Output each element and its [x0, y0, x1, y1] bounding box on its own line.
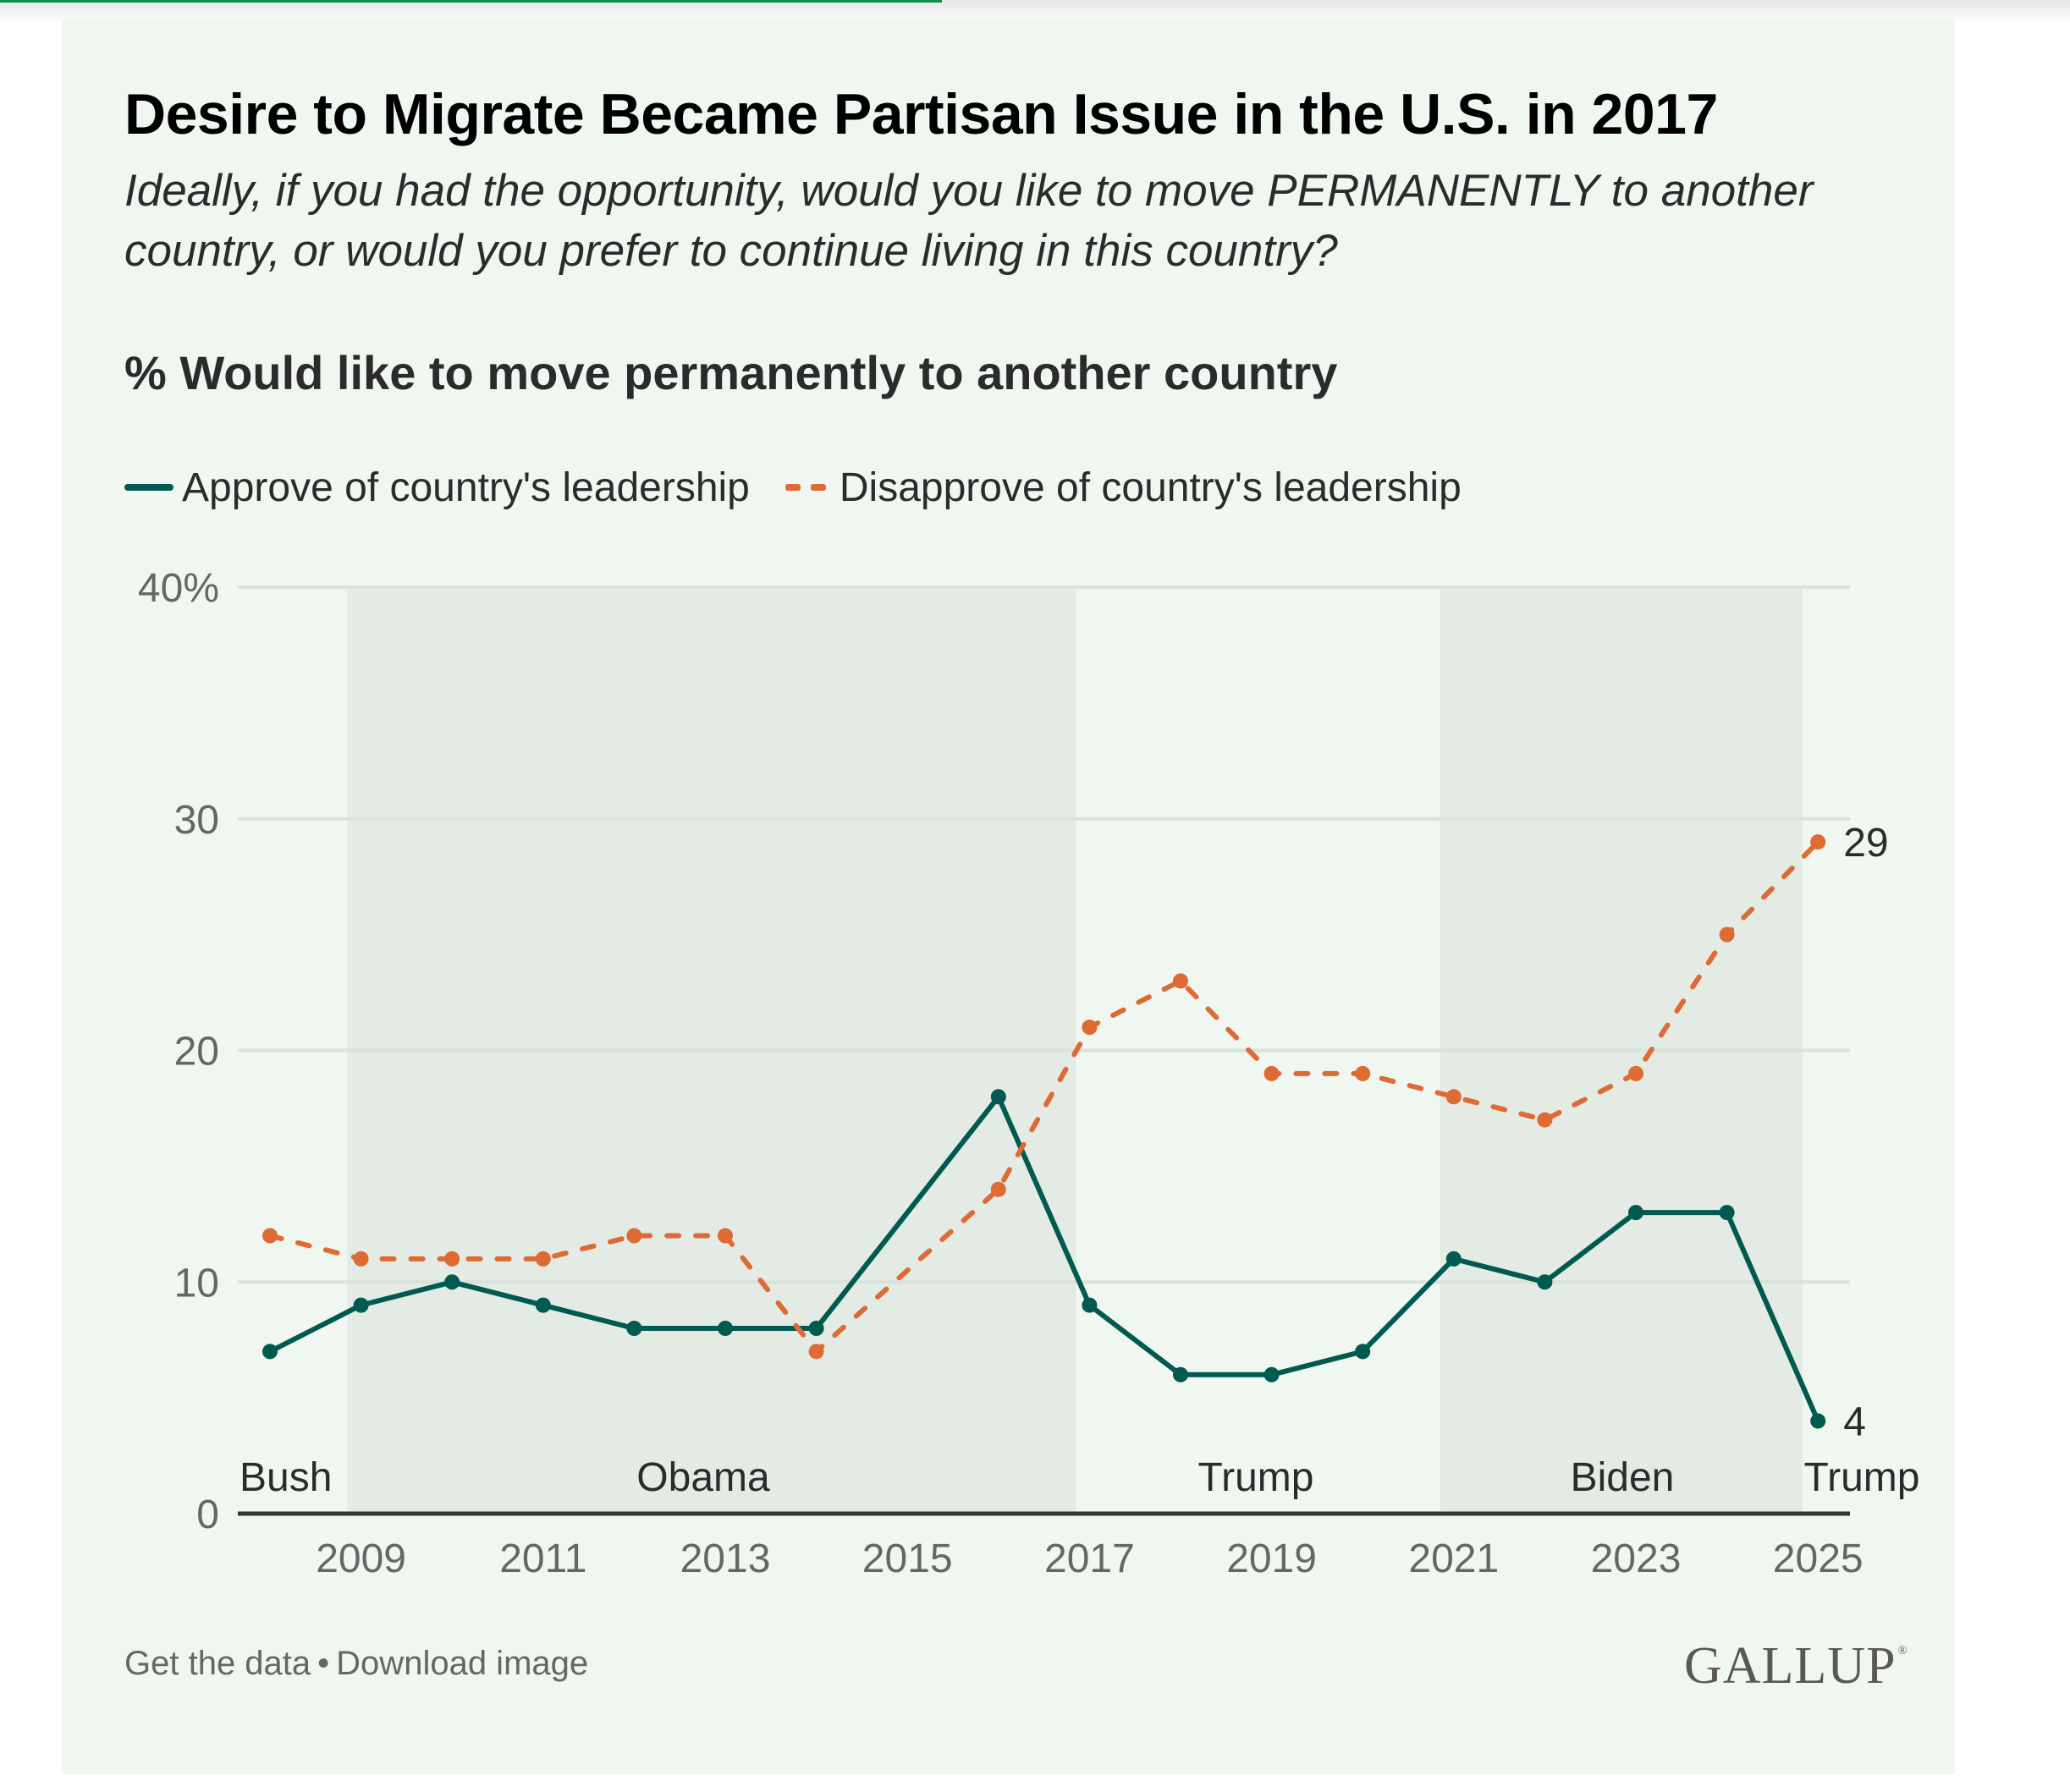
series-lines [262, 834, 1826, 1429]
data-point-approve [1537, 1274, 1553, 1290]
x-tick-label: 2011 [499, 1536, 586, 1581]
end-value-label-disapprove: 29 [1843, 821, 1888, 866]
end-value-label-approve: 4 [1843, 1400, 1866, 1445]
top-bar [0, 0, 2070, 20]
data-point-disapprove [1719, 926, 1735, 943]
legend-label: Approve of country's leadership [182, 464, 750, 510]
data-point-disapprove [1810, 834, 1826, 850]
data-point-approve [1082, 1297, 1098, 1313]
page-progress-bar [0, 0, 2070, 3]
period-label-trump: Trump [1804, 1455, 1920, 1500]
solid-line-swatch-icon [124, 484, 173, 491]
dashed-line-swatch-icon [782, 484, 831, 491]
period-labels: Bush Obama Trump Biden Trump [239, 1455, 1919, 1500]
x-tick-label: 2009 [316, 1536, 406, 1581]
y-tick-label: 10 [174, 1261, 219, 1306]
data-point-disapprove [1628, 1065, 1643, 1081]
legend-label: Disapprove of country's leadership [839, 464, 1462, 510]
y-tick-label: 40% [138, 566, 219, 611]
download-image-link[interactable]: Download image [336, 1645, 589, 1682]
data-point-disapprove [718, 1228, 733, 1244]
x-tick-label: 2019 [1226, 1536, 1317, 1581]
chart-subtitle: Ideally, if you had the opportunity, wou… [124, 166, 1814, 276]
y-tick-label: 30 [174, 798, 219, 843]
data-point-approve [808, 1321, 824, 1336]
gridlines [238, 585, 1850, 1284]
data-point-approve [626, 1321, 642, 1336]
chart-title: Desire to Migrate Became Partisan Issue … [124, 82, 1718, 146]
data-point-approve [1628, 1205, 1643, 1221]
legend-item-approve: Approve of country's leadership [124, 464, 750, 511]
data-point-approve [262, 1344, 278, 1360]
page-progress-fill [0, 0, 942, 3]
data-point-approve [990, 1089, 1006, 1105]
data-point-disapprove [535, 1251, 551, 1267]
end-labels: 4 29 [1843, 821, 1888, 1444]
data-point-disapprove [1355, 1065, 1371, 1081]
y-tick-label: 20 [174, 1030, 219, 1075]
get-data-link[interactable]: Get the data [124, 1645, 311, 1682]
period-label-trump: Trump [1198, 1455, 1314, 1500]
data-point-approve [353, 1297, 369, 1313]
data-point-approve [535, 1297, 551, 1313]
data-point-disapprove [353, 1251, 369, 1267]
x-tick-label: 2013 [680, 1536, 771, 1581]
data-point-disapprove [1082, 1020, 1098, 1036]
chart-legend: Approve of country's leadership Disappro… [124, 462, 1494, 513]
period-label-obama: Obama [636, 1455, 770, 1500]
gallup-logo: GALLUP ® [1684, 1636, 1908, 1696]
footer-links: Get the data • Download image [124, 1645, 588, 1683]
data-point-disapprove [262, 1228, 278, 1244]
logo-text: GALLUP [1684, 1637, 1897, 1695]
registered-mark-icon: ® [1897, 1645, 1908, 1657]
data-point-disapprove [1263, 1065, 1280, 1081]
data-point-approve [718, 1321, 733, 1336]
data-point-approve [1810, 1413, 1826, 1429]
data-point-disapprove [444, 1251, 460, 1267]
data-point-disapprove [1173, 973, 1188, 989]
chart-measure-heading: % Would like to move permanently to anot… [124, 346, 1338, 399]
data-point-disapprove [808, 1344, 824, 1360]
y-tick-label: 0 [196, 1492, 219, 1537]
data-point-approve [1173, 1366, 1188, 1382]
x-tick-label: 2021 [1408, 1536, 1499, 1581]
legend-item-disapprove: Disapprove of country's leadership [782, 464, 1462, 511]
x-tick-label: 2017 [1044, 1536, 1135, 1581]
period-label-biden: Biden [1571, 1455, 1675, 1500]
data-point-disapprove [990, 1181, 1006, 1197]
x-tick-label: 2015 [862, 1536, 953, 1581]
data-point-approve [444, 1274, 460, 1290]
data-point-approve [1719, 1205, 1735, 1221]
x-tick-label: 2023 [1591, 1536, 1682, 1581]
data-point-disapprove [1445, 1089, 1462, 1105]
data-point-disapprove [1537, 1112, 1553, 1128]
footer-separator: • [317, 1645, 330, 1682]
data-point-approve [1445, 1251, 1462, 1267]
data-point-disapprove [626, 1228, 642, 1244]
x-tick-label: 2025 [1773, 1536, 1864, 1581]
y-axis-ticks: 0 10 20 30 40% [138, 566, 219, 1537]
x-axis-ticks: 2009 2011 2013 2015 2017 2019 2021 2023 2025 [316, 1536, 1863, 1581]
period-label-bush: Bush [239, 1455, 332, 1500]
data-point-approve [1263, 1366, 1280, 1382]
data-point-approve [1355, 1344, 1371, 1360]
